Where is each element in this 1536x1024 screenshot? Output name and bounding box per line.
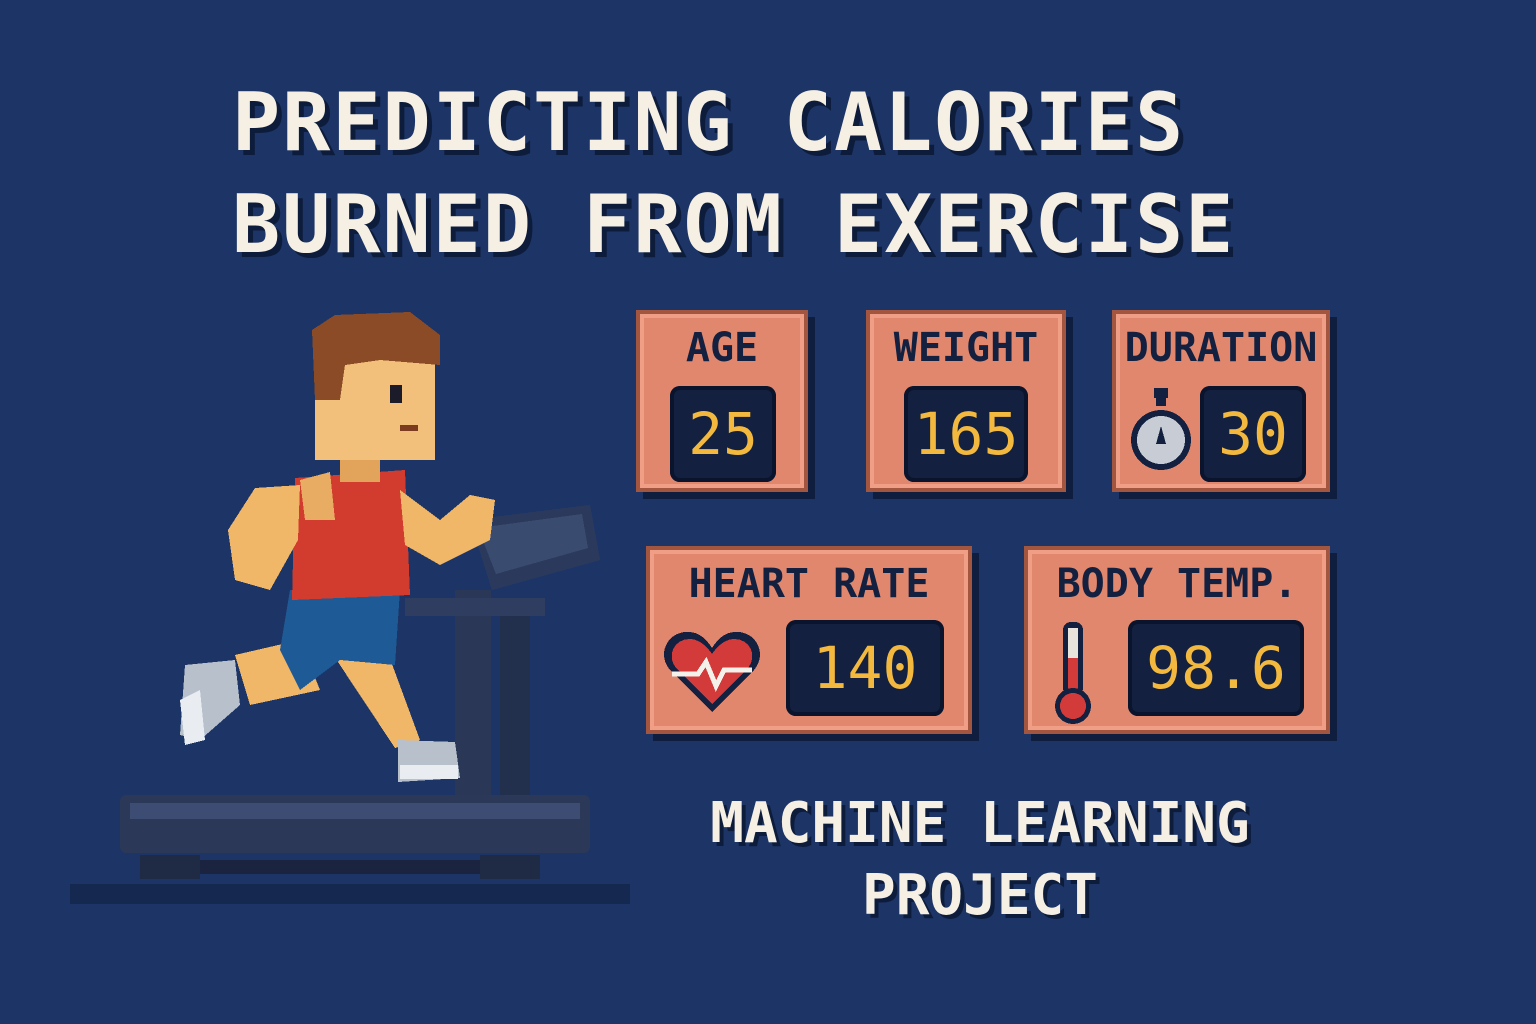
- title-line-2: BURNED FROM EXERCISE: [232, 178, 1236, 271]
- thermometer-icon: [1055, 622, 1091, 724]
- age-value: 25: [670, 386, 776, 482]
- duration-card: DURATION 30: [1112, 310, 1330, 492]
- stopwatch-icon: [1131, 388, 1191, 470]
- runner-back-arm: [228, 485, 300, 590]
- runner-front-arm: [400, 490, 495, 565]
- subtitle-line-1: MACHINE LEARNING: [710, 791, 1250, 856]
- runner-shorts: [280, 590, 400, 690]
- body-temp-label: BODY TEMP.: [1056, 561, 1298, 607]
- heart-rate-label: HEART RATE: [688, 561, 930, 607]
- body-temp-card: BODY TEMP. 98.6: [1024, 546, 1330, 734]
- treadmill-post: [455, 590, 491, 830]
- duration-value: 30: [1200, 386, 1306, 482]
- body-temp-value: 98.6: [1128, 620, 1304, 716]
- weight-value: 165: [904, 386, 1028, 482]
- runner-front-leg: [330, 645, 420, 748]
- title-line-1: PREDICTING CALORIES: [232, 76, 1186, 169]
- floor-shadow: [70, 884, 630, 904]
- subtitle-line-2: PROJECT: [861, 863, 1098, 928]
- runner-hair: [312, 312, 440, 400]
- page-title: PREDICTING CALORIES BURNED FROM EXERCISE: [232, 72, 1282, 276]
- weight-label: WEIGHT: [893, 325, 1039, 371]
- age-label: AGE: [685, 325, 759, 371]
- heart-icon: [663, 631, 761, 712]
- duration-label: DURATION: [1124, 325, 1318, 371]
- heart-rate-card: HEART RATE 140: [646, 546, 972, 734]
- subtitle: MACHINE LEARNING PROJECT: [660, 788, 1300, 932]
- weight-card: WEIGHT 165: [866, 310, 1066, 492]
- heart-rate-value: 140: [786, 620, 944, 716]
- runner-treadmill-illustration: [70, 312, 630, 904]
- age-card: AGE 25: [636, 310, 808, 492]
